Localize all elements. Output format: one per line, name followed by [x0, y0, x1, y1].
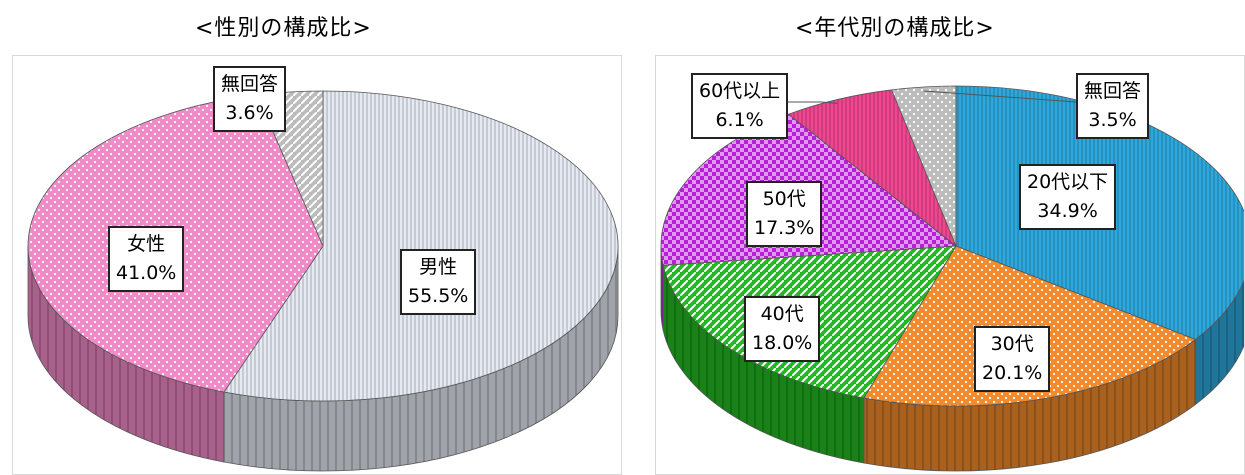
data-label-20s-under: 20代以下 34.9% — [1019, 164, 1117, 230]
leader-line-no-answer — [923, 90, 1077, 103]
data-label-female: 女性 41.0% — [108, 226, 185, 292]
data-label-50s: 50代 17.3% — [746, 181, 823, 247]
leader-line-60s-over — [786, 101, 838, 104]
age-slice-1 — [863, 245, 1197, 407]
gender-pie-svg — [27, 90, 619, 472]
data-label-60s-over: 60代以上 6.1% — [691, 73, 789, 139]
data-label-40s: 40代 18.0% — [744, 296, 821, 362]
data-label-30s: 30代 20.1% — [974, 326, 1051, 392]
gender-pie-chart: 男性 55.5% 女性 41.0% 無回答 3.6% — [12, 55, 622, 475]
data-label-no-answer: 無回答 3.6% — [213, 66, 287, 132]
age-slice-5 — [891, 85, 957, 247]
age-pie-chart: 20代以下 34.9% 30代 20.1% 40代 18.0% 50代 17.3% 60… — [655, 55, 1245, 475]
age-chart-title: <年代別の構成比> — [795, 16, 995, 41]
gender-slice-0 — [223, 90, 619, 402]
gender-chart-title: <性別の構成比> — [195, 16, 372, 41]
data-label-male: 男性 55.5% — [400, 249, 477, 315]
data-label-no-answer-age: 無回答 3.5% — [1076, 73, 1150, 139]
